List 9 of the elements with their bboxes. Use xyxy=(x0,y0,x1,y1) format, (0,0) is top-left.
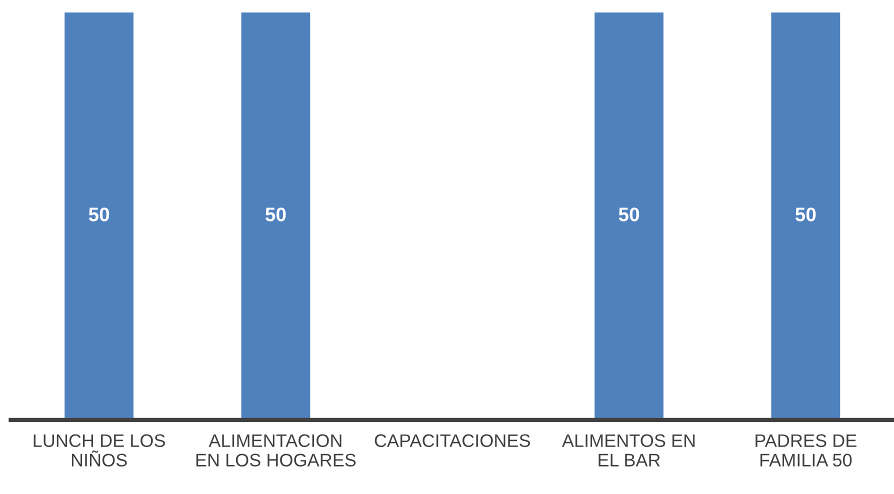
x-tick-label: LUNCH DE LOS NIÑOS xyxy=(34,434,165,466)
data-label: 50 xyxy=(88,208,110,222)
data-label: 50 xyxy=(265,208,286,222)
x-tick-label: ALIMENTOS EN EL BAR xyxy=(562,434,695,466)
x-tick-label: CAPACITACIONES xyxy=(374,434,530,448)
data-label: 50 xyxy=(618,208,640,222)
x-tick-label: PADRES DE FAMILIA 50 xyxy=(756,434,856,466)
data-label: 50 xyxy=(795,208,816,222)
x-tick-label: ALIMENTACION EN LOS HOGARES xyxy=(196,434,356,466)
